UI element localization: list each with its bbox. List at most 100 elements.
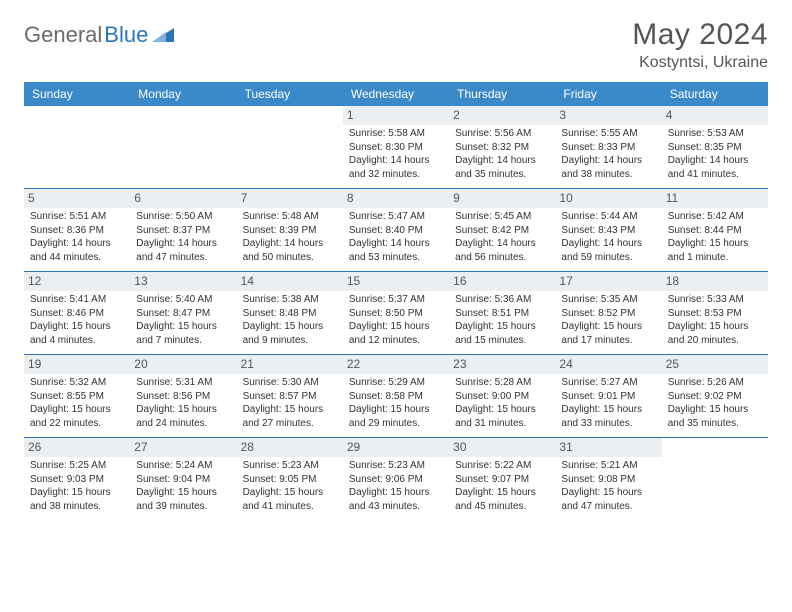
dayl2-text: and 38 minutes.: [561, 169, 655, 182]
dayl1-text: Daylight: 15 hours: [243, 487, 337, 500]
calendar-day: 27Sunrise: 5:24 AMSunset: 9:04 PMDayligh…: [130, 438, 236, 520]
sunset-text: Sunset: 9:03 PM: [30, 474, 124, 487]
dayl1-text: Daylight: 15 hours: [349, 404, 443, 417]
calendar-day: 21Sunrise: 5:30 AMSunset: 8:57 PMDayligh…: [237, 355, 343, 437]
dayl2-text: and 45 minutes.: [455, 501, 549, 514]
calendar-day: 22Sunrise: 5:29 AMSunset: 8:58 PMDayligh…: [343, 355, 449, 437]
dayl1-text: Daylight: 15 hours: [668, 321, 762, 334]
dayl2-text: and 9 minutes.: [243, 335, 337, 348]
day-number: 22: [343, 355, 449, 374]
day-number: 11: [662, 189, 768, 208]
day-number: 15: [343, 272, 449, 291]
calendar-week: 1Sunrise: 5:58 AMSunset: 8:30 PMDaylight…: [24, 106, 768, 189]
day-of-week-cell: Saturday: [662, 82, 768, 106]
calendar-day: [237, 106, 343, 188]
dayl2-text: and 32 minutes.: [349, 169, 443, 182]
dayl1-text: Daylight: 14 hours: [30, 238, 124, 251]
calendar-day: 25Sunrise: 5:26 AMSunset: 9:02 PMDayligh…: [662, 355, 768, 437]
calendar-day: 29Sunrise: 5:23 AMSunset: 9:06 PMDayligh…: [343, 438, 449, 520]
sunset-text: Sunset: 8:32 PM: [455, 142, 549, 155]
day-number: 5: [24, 189, 130, 208]
sunset-text: Sunset: 8:52 PM: [561, 308, 655, 321]
sunset-text: Sunset: 9:00 PM: [455, 391, 549, 404]
sunrise-text: Sunrise: 5:21 AM: [561, 460, 655, 473]
dayl2-text: and 1 minute.: [668, 252, 762, 265]
day-number: 14: [237, 272, 343, 291]
sunrise-text: Sunrise: 5:23 AM: [349, 460, 443, 473]
day-number: 13: [130, 272, 236, 291]
sunrise-text: Sunrise: 5:24 AM: [136, 460, 230, 473]
sunset-text: Sunset: 9:04 PM: [136, 474, 230, 487]
calendar-day: 5Sunrise: 5:51 AMSunset: 8:36 PMDaylight…: [24, 189, 130, 271]
day-number: 8: [343, 189, 449, 208]
day-number: 9: [449, 189, 555, 208]
day-number: 10: [555, 189, 661, 208]
sunset-text: Sunset: 8:55 PM: [30, 391, 124, 404]
calendar-day: 9Sunrise: 5:45 AMSunset: 8:42 PMDaylight…: [449, 189, 555, 271]
day-number: 29: [343, 438, 449, 457]
dayl1-text: Daylight: 15 hours: [561, 487, 655, 500]
sunrise-text: Sunrise: 5:30 AM: [243, 377, 337, 390]
dayl1-text: Daylight: 15 hours: [455, 487, 549, 500]
dayl1-text: Daylight: 15 hours: [455, 321, 549, 334]
day-of-week-row: SundayMondayTuesdayWednesdayThursdayFrid…: [24, 82, 768, 106]
location: Kostyntsi, Ukraine: [632, 54, 768, 72]
calendar-week: 5Sunrise: 5:51 AMSunset: 8:36 PMDaylight…: [24, 189, 768, 272]
day-number: 30: [449, 438, 555, 457]
sunset-text: Sunset: 8:39 PM: [243, 225, 337, 238]
sunset-text: Sunset: 8:40 PM: [349, 225, 443, 238]
sunrise-text: Sunrise: 5:53 AM: [668, 128, 762, 141]
calendar-day: 14Sunrise: 5:38 AMSunset: 8:48 PMDayligh…: [237, 272, 343, 354]
dayl2-text: and 41 minutes.: [243, 501, 337, 514]
sunset-text: Sunset: 8:37 PM: [136, 225, 230, 238]
dayl1-text: Daylight: 15 hours: [136, 404, 230, 417]
sunset-text: Sunset: 8:51 PM: [455, 308, 549, 321]
calendar-day: 2Sunrise: 5:56 AMSunset: 8:32 PMDaylight…: [449, 106, 555, 188]
dayl2-text: and 20 minutes.: [668, 335, 762, 348]
dayl2-text: and 39 minutes.: [136, 501, 230, 514]
sunrise-text: Sunrise: 5:48 AM: [243, 211, 337, 224]
dayl2-text: and 44 minutes.: [30, 252, 124, 265]
sunrise-text: Sunrise: 5:45 AM: [455, 211, 549, 224]
calendar-day: 11Sunrise: 5:42 AMSunset: 8:44 PMDayligh…: [662, 189, 768, 271]
day-of-week-cell: Monday: [130, 82, 236, 106]
sunrise-text: Sunrise: 5:35 AM: [561, 294, 655, 307]
sunrise-text: Sunrise: 5:58 AM: [349, 128, 443, 141]
dayl1-text: Daylight: 15 hours: [30, 487, 124, 500]
day-number: 6: [130, 189, 236, 208]
calendar-day: 15Sunrise: 5:37 AMSunset: 8:50 PMDayligh…: [343, 272, 449, 354]
calendar-day: [24, 106, 130, 188]
calendar-day: 23Sunrise: 5:28 AMSunset: 9:00 PMDayligh…: [449, 355, 555, 437]
sunset-text: Sunset: 8:56 PM: [136, 391, 230, 404]
dayl1-text: Daylight: 15 hours: [561, 321, 655, 334]
dayl1-text: Daylight: 14 hours: [561, 155, 655, 168]
sunrise-text: Sunrise: 5:28 AM: [455, 377, 549, 390]
dayl1-text: Daylight: 15 hours: [349, 487, 443, 500]
day-number: 4: [662, 106, 768, 125]
day-of-week-cell: Sunday: [24, 82, 130, 106]
dayl2-text: and 15 minutes.: [455, 335, 549, 348]
day-number: 17: [555, 272, 661, 291]
dayl1-text: Daylight: 15 hours: [668, 238, 762, 251]
calendar-day: 7Sunrise: 5:48 AMSunset: 8:39 PMDaylight…: [237, 189, 343, 271]
sunrise-text: Sunrise: 5:47 AM: [349, 211, 443, 224]
sunrise-text: Sunrise: 5:26 AM: [668, 377, 762, 390]
calendar-day: 12Sunrise: 5:41 AMSunset: 8:46 PMDayligh…: [24, 272, 130, 354]
dayl2-text: and 35 minutes.: [455, 169, 549, 182]
dayl2-text: and 12 minutes.: [349, 335, 443, 348]
sunrise-text: Sunrise: 5:27 AM: [561, 377, 655, 390]
day-of-week-cell: Wednesday: [343, 82, 449, 106]
sunset-text: Sunset: 8:50 PM: [349, 308, 443, 321]
dayl2-text: and 47 minutes.: [136, 252, 230, 265]
header: GeneralBlue May 2024 Kostyntsi, Ukraine: [24, 18, 768, 72]
sunrise-text: Sunrise: 5:50 AM: [136, 211, 230, 224]
day-number: 27: [130, 438, 236, 457]
sunset-text: Sunset: 8:58 PM: [349, 391, 443, 404]
sunset-text: Sunset: 9:02 PM: [668, 391, 762, 404]
brand-part1: General: [24, 22, 102, 48]
calendar-day: 3Sunrise: 5:55 AMSunset: 8:33 PMDaylight…: [555, 106, 661, 188]
calendar-day: 4Sunrise: 5:53 AMSunset: 8:35 PMDaylight…: [662, 106, 768, 188]
sunrise-text: Sunrise: 5:41 AM: [30, 294, 124, 307]
dayl1-text: Daylight: 15 hours: [243, 404, 337, 417]
dayl2-text: and 24 minutes.: [136, 418, 230, 431]
